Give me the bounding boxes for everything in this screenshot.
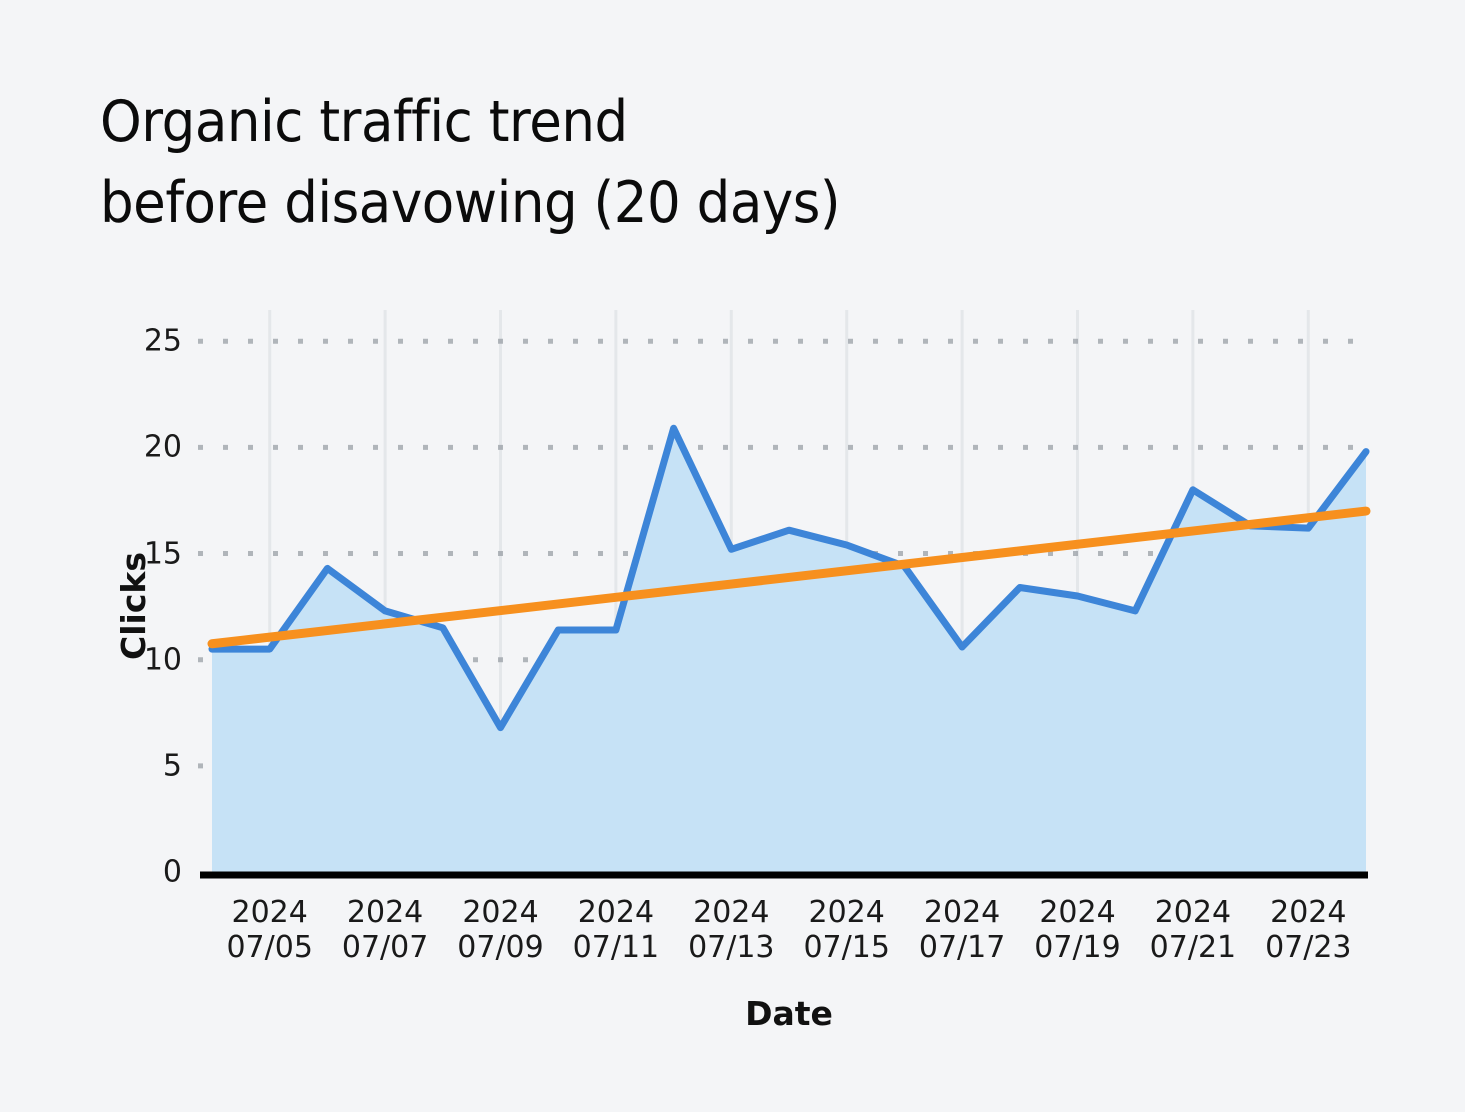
x-axis-label: Date — [745, 994, 833, 1033]
trendline — [207, 506, 1371, 649]
x-axis-tick-label: 2024 07/09 — [457, 895, 544, 965]
x-axis-tick-label: 2024 07/11 — [572, 895, 660, 965]
x-axis-tick-label: 2024 07/23 — [1265, 895, 1352, 965]
y-axis-label: Clicks — [114, 552, 153, 660]
x-axis-tick-label: 2024 07/15 — [803, 895, 890, 965]
x-axis-tick-label: 2024 07/13 — [688, 895, 775, 965]
y-axis-tick-label: 0 — [162, 854, 182, 890]
x-axis-tick-label: 2024 07/07 — [341, 895, 429, 965]
y-axis-tick-label: 10 — [143, 642, 182, 678]
x-axis-tick-label: 2024 07/17 — [918, 895, 1006, 965]
y-axis-tick-label: 5 — [162, 748, 182, 784]
x-axis-tick-label: 2024 07/05 — [226, 895, 313, 965]
chart-title: Organic traffic trend before disavowing … — [100, 89, 841, 236]
y-axis-tick-label: 20 — [143, 429, 182, 465]
x-axis-tick-label: 2024 07/19 — [1034, 895, 1121, 965]
y-axis-tick-label: 15 — [143, 536, 182, 572]
y-axis-tick-label: 25 — [143, 323, 182, 359]
x-axis-tick-label: 2024 07/21 — [1149, 895, 1237, 965]
clicks-area-fill — [212, 428, 1366, 872]
